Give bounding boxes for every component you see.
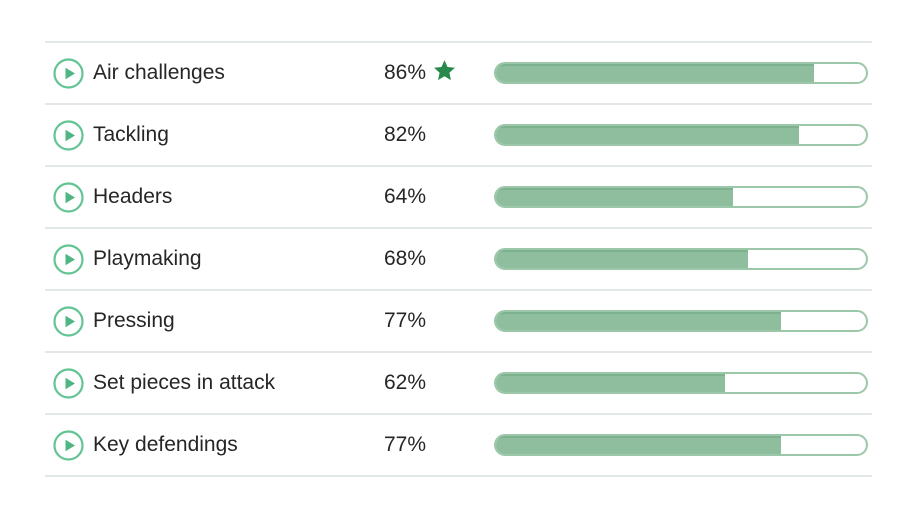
skill-row: Playmaking 68%	[45, 227, 872, 289]
play-button[interactable]	[53, 429, 84, 461]
progress-bar	[494, 186, 868, 208]
skill-label: Headers	[93, 185, 173, 208]
play-icon	[53, 429, 84, 461]
skill-label: Key defendings	[93, 433, 238, 456]
progress-fill	[496, 374, 726, 392]
progress-fill	[496, 250, 748, 268]
skill-label: Playmaking	[93, 247, 202, 270]
star-slot	[432, 120, 470, 150]
progress-bar	[494, 248, 868, 270]
skill-row: Set pieces in attack 62%	[45, 351, 872, 413]
skill-row: Air challenges 86%	[45, 41, 872, 103]
progress-bar	[494, 62, 868, 84]
play-icon	[53, 181, 84, 213]
play-button[interactable]	[53, 243, 84, 275]
star-icon	[432, 58, 457, 88]
skill-label: Air challenges	[93, 61, 225, 84]
progress-fill	[496, 188, 733, 206]
progress-fill	[496, 126, 800, 144]
skills-panel: Air challenges 86% Tackling 82%	[45, 41, 872, 477]
skills-list: Air challenges 86% Tackling 82%	[45, 41, 872, 475]
star-slot	[432, 244, 470, 274]
progress-fill	[496, 436, 781, 454]
skill-row: Pressing 77%	[45, 289, 872, 351]
skill-label: Pressing	[93, 309, 175, 332]
skill-percent: 68%	[384, 247, 427, 270]
play-button[interactable]	[53, 367, 84, 399]
play-button[interactable]	[53, 181, 84, 213]
skill-row: Tackling 82%	[45, 103, 872, 165]
skill-row: Key defendings 77%	[45, 413, 872, 475]
skill-row: Headers 64%	[45, 165, 872, 227]
skill-percent: 64%	[384, 185, 427, 208]
skill-percent: 86%	[384, 61, 427, 84]
skill-percent: 77%	[384, 433, 427, 456]
skill-label: Set pieces in attack	[93, 371, 276, 394]
play-icon	[53, 119, 84, 151]
progress-bar	[494, 372, 868, 394]
star-slot	[432, 368, 470, 398]
skill-percent: 82%	[384, 123, 427, 146]
play-icon	[53, 57, 84, 89]
star-slot	[432, 58, 470, 88]
play-icon	[53, 367, 84, 399]
star-slot	[432, 430, 470, 460]
play-button[interactable]	[53, 305, 84, 337]
play-icon	[53, 243, 84, 275]
skill-label: Tackling	[93, 123, 169, 146]
progress-bar	[494, 124, 868, 146]
progress-fill	[496, 64, 815, 82]
progress-fill	[496, 312, 781, 330]
progress-bar	[494, 434, 868, 456]
star-slot	[432, 182, 470, 212]
play-button[interactable]	[53, 119, 84, 151]
skill-percent: 77%	[384, 309, 427, 332]
play-icon	[53, 305, 84, 337]
progress-bar	[494, 310, 868, 332]
skill-percent: 62%	[384, 371, 427, 394]
star-slot	[432, 306, 470, 336]
play-button[interactable]	[53, 57, 84, 89]
